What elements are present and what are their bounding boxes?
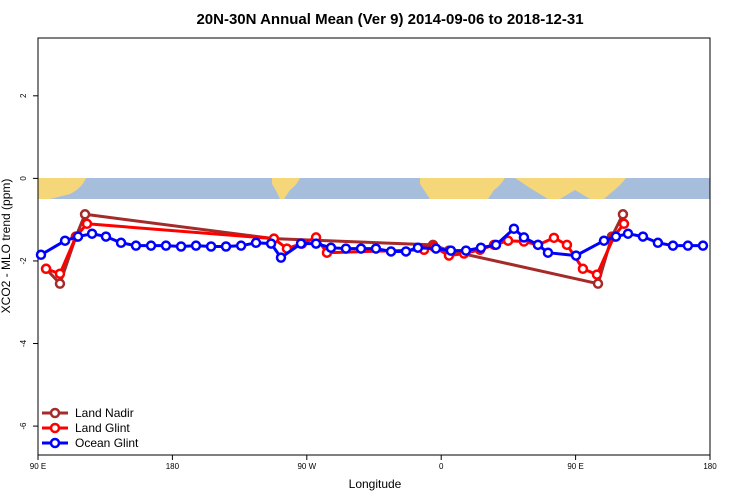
data-point bbox=[59, 235, 71, 246]
data-point bbox=[542, 247, 554, 258]
land-patch bbox=[272, 178, 300, 199]
data-point bbox=[79, 209, 91, 220]
y-tick-label: -2 bbox=[19, 257, 28, 265]
data-point bbox=[637, 231, 649, 242]
data-point bbox=[54, 268, 66, 279]
data-point bbox=[577, 263, 589, 275]
map-strip bbox=[38, 178, 710, 199]
data-point bbox=[682, 240, 694, 251]
y-axis-label: XCO2 - MLO trend (ppm) bbox=[0, 179, 13, 314]
data-point bbox=[508, 223, 520, 234]
data-point bbox=[617, 209, 629, 220]
data-point bbox=[54, 278, 66, 289]
data-point bbox=[430, 243, 442, 254]
y-tick-label: 0 bbox=[19, 176, 28, 181]
data-point bbox=[532, 239, 544, 251]
x-tick-label: 0 bbox=[439, 462, 444, 471]
land-patch bbox=[420, 178, 505, 199]
data-point bbox=[100, 231, 112, 242]
data-point bbox=[591, 269, 603, 280]
x-tick-label: 180 bbox=[703, 462, 717, 471]
data-point bbox=[115, 237, 127, 249]
data-point bbox=[175, 241, 187, 252]
data-point bbox=[460, 245, 472, 256]
data-point bbox=[370, 243, 382, 254]
x-tick-label: 90 W bbox=[297, 462, 316, 471]
data-point bbox=[561, 239, 573, 251]
data-point bbox=[592, 278, 604, 289]
data-point bbox=[205, 241, 217, 252]
data-point bbox=[35, 249, 47, 261]
plot-frame bbox=[37, 37, 711, 456]
x-tick-label: 90 E bbox=[30, 462, 46, 471]
data-point bbox=[697, 240, 709, 251]
data-point bbox=[81, 218, 93, 230]
y-tick-label: -6 bbox=[19, 422, 28, 430]
land-patch bbox=[38, 178, 86, 199]
y-tick-label: 2 bbox=[19, 93, 28, 98]
data-point bbox=[412, 242, 424, 253]
data-point bbox=[220, 241, 232, 252]
data-point bbox=[518, 232, 530, 243]
data-point bbox=[275, 252, 287, 263]
data-point bbox=[570, 250, 582, 261]
data-point bbox=[502, 235, 514, 246]
legend-label: Land Nadir bbox=[75, 406, 134, 420]
x-tick-label: 180 bbox=[166, 462, 180, 471]
data-point bbox=[622, 228, 634, 239]
data-point bbox=[145, 240, 157, 251]
legend-marker bbox=[49, 437, 61, 449]
data-point bbox=[355, 243, 367, 254]
data-point bbox=[548, 232, 560, 244]
data-point bbox=[400, 246, 412, 257]
data-point bbox=[490, 239, 502, 251]
data-point bbox=[667, 240, 679, 251]
data-point bbox=[130, 240, 142, 251]
data-point bbox=[160, 240, 172, 251]
chart-title: 20N-30N Annual Mean (Ver 9) 2014-09-06 t… bbox=[196, 11, 583, 28]
x-axis-label: Longitude bbox=[349, 477, 402, 491]
data-point bbox=[250, 237, 262, 249]
legend-marker bbox=[49, 422, 61, 434]
data-point bbox=[235, 240, 247, 251]
data-point bbox=[40, 263, 52, 275]
data-point bbox=[618, 218, 630, 230]
data-point bbox=[475, 242, 487, 253]
legend-label: Land Glint bbox=[75, 421, 130, 435]
data-point bbox=[325, 242, 337, 253]
data-point bbox=[295, 238, 307, 249]
data-point bbox=[86, 228, 98, 239]
data-point bbox=[340, 243, 352, 254]
land-patch bbox=[515, 178, 626, 199]
data-point bbox=[265, 238, 277, 249]
x-tick-label: 90 E bbox=[567, 462, 583, 471]
data-point bbox=[652, 237, 664, 249]
legend-marker bbox=[49, 407, 61, 419]
data-point bbox=[445, 245, 457, 256]
y-tick-label: -4 bbox=[19, 339, 28, 347]
series bbox=[35, 223, 709, 263]
data-point bbox=[385, 246, 397, 257]
data-point bbox=[310, 238, 322, 249]
data-point bbox=[598, 235, 610, 246]
data-point bbox=[610, 231, 622, 242]
data-point bbox=[72, 231, 84, 242]
data-point bbox=[190, 240, 202, 251]
legend-label: Ocean Glint bbox=[75, 436, 139, 450]
